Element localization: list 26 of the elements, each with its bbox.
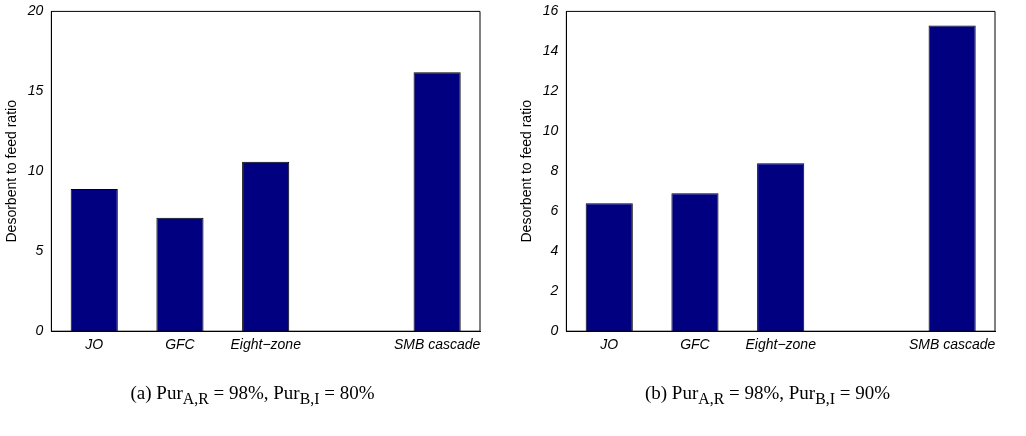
- y-tick-label: 20: [26, 2, 44, 19]
- y-tick-label: 16: [542, 2, 559, 19]
- y-tick-label: 5: [35, 242, 44, 259]
- y-tick-label: 10: [542, 122, 559, 139]
- x-tick-label: SMB cascade: [908, 336, 996, 353]
- x-tick-label: JO: [599, 336, 619, 353]
- y-tick-label: 14: [542, 42, 559, 59]
- y-tick-label: 10: [27, 162, 44, 179]
- y-tick-label: 4: [550, 242, 559, 259]
- text: (a) Pur$_{A,R}$ = 98%, Pur$_{B,I}$ = 80%: [129, 382, 376, 408]
- y-tick-label: 12: [542, 82, 559, 99]
- y-tick-label: 0: [550, 322, 559, 339]
- y-tick-label: 6: [550, 202, 559, 219]
- text: (b) Pur$_{A,R}$ = 98%, Pur$_{B,I}$ = 90%: [643, 382, 891, 408]
- y-tick-label: 2: [549, 282, 559, 299]
- y-tick-label: 8: [550, 162, 559, 179]
- y-axis-title: Desorbent to feed ratio: [518, 99, 535, 243]
- x-tick-label: GFC: [680, 336, 711, 353]
- x-tick-label: JO: [84, 336, 104, 353]
- x-tick-label: SMB cascade: [393, 336, 481, 353]
- x-tick-label: GFC: [165, 336, 196, 353]
- y-tick-label: 0: [35, 322, 44, 339]
- y-axis-title: Desorbent to feed ratio: [3, 99, 20, 243]
- y-tick-label: 15: [27, 82, 44, 99]
- x-tick-label: Eight−zone: [745, 336, 817, 353]
- x-tick-label: Eight−zone: [230, 336, 302, 353]
